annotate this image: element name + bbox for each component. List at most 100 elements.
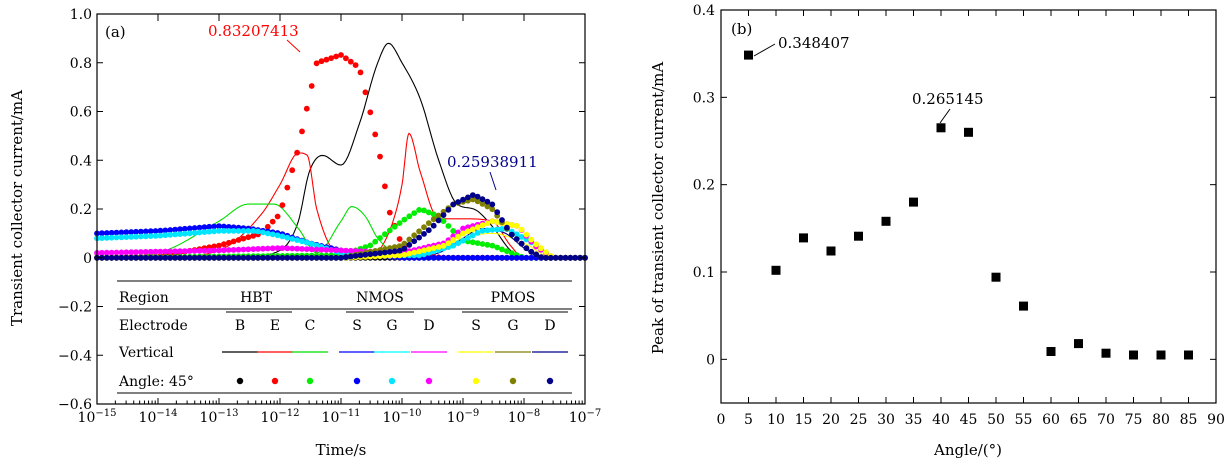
data-point	[299, 128, 305, 135]
data-point	[528, 236, 535, 243]
data-point	[421, 224, 427, 231]
data-point	[269, 245, 276, 252]
data-point	[494, 254, 501, 261]
data-point	[118, 249, 125, 256]
data-point	[396, 247, 403, 254]
data-point	[489, 206, 496, 213]
data-point	[440, 212, 447, 219]
chart-a-panel-label: (a)	[105, 23, 126, 41]
data-point	[430, 216, 437, 223]
data-point	[421, 231, 427, 237]
data-point	[123, 249, 130, 256]
legend-dot-swatch	[546, 377, 554, 385]
y-tick-label: 0.8	[70, 56, 92, 72]
x-tick-label: 45	[960, 412, 978, 428]
data-point	[1129, 350, 1138, 360]
data-point	[469, 196, 476, 203]
data-point	[523, 231, 530, 238]
data-point	[230, 238, 237, 245]
legend-group-nmos: NMOS	[356, 290, 404, 306]
data-point	[133, 254, 139, 261]
data-point	[528, 248, 535, 255]
data-point	[172, 248, 179, 255]
data-point	[211, 254, 218, 261]
legend-row-vertical-label: Vertical	[118, 345, 174, 361]
data-point	[494, 226, 501, 233]
data-point	[103, 235, 110, 241]
data-point	[338, 247, 344, 254]
data-point	[103, 230, 110, 236]
x-tick-label: 15	[795, 412, 813, 428]
chart-a-x-ticks: 10−15 10−14 10−13 10−12 10−11 10−10 10−9 10−8 10…	[78, 14, 601, 426]
data-point	[465, 228, 471, 235]
data-point	[411, 232, 418, 239]
data-point	[235, 237, 242, 243]
legend-electrode-hbt-b: B	[235, 318, 245, 334]
data-point	[172, 254, 179, 261]
data-point	[377, 235, 383, 241]
data-point	[108, 249, 115, 256]
data-point	[391, 252, 398, 259]
data-point	[826, 246, 836, 256]
data-point	[172, 226, 179, 233]
data-point	[303, 239, 310, 246]
data-point	[230, 228, 237, 234]
data-point	[99, 235, 105, 242]
data-point	[318, 58, 325, 65]
x-tick-label: 50	[987, 412, 1005, 428]
data-point	[157, 232, 164, 239]
data-point	[508, 231, 515, 238]
y-tick-label: 0.4	[693, 3, 715, 19]
data-point	[152, 228, 159, 234]
data-point	[269, 231, 276, 238]
data-point	[455, 229, 461, 236]
data-point	[328, 55, 335, 61]
data-point	[113, 229, 120, 236]
data-point	[284, 245, 291, 252]
data-point	[196, 224, 203, 231]
data-point	[469, 239, 476, 246]
data-point	[479, 227, 486, 234]
data-point	[504, 248, 510, 255]
data-point	[1074, 339, 1083, 349]
data-point	[513, 231, 520, 238]
data-point	[284, 184, 291, 191]
x-tick-label: 80	[1152, 412, 1170, 428]
data-point	[177, 231, 183, 238]
data-point	[274, 213, 281, 220]
data-point	[225, 239, 232, 246]
data-point	[279, 233, 286, 240]
data-point	[479, 254, 486, 261]
series-dots-pmos-d	[94, 192, 588, 261]
data-point	[196, 254, 203, 261]
data-point	[118, 254, 125, 261]
data-point	[128, 229, 135, 235]
data-point	[240, 235, 247, 242]
data-point	[552, 254, 559, 261]
chart-b-annotation-max-leader	[753, 43, 776, 57]
data-point	[308, 246, 315, 253]
data-point	[372, 250, 379, 257]
data-point	[479, 222, 486, 229]
data-point	[225, 247, 232, 253]
chart-b-frame	[720, 9, 1217, 404]
data-point	[274, 232, 281, 239]
data-point	[499, 226, 505, 232]
data-point	[191, 248, 198, 254]
data-point	[377, 250, 383, 256]
data-point	[450, 201, 457, 208]
data-point	[489, 242, 496, 249]
data-point	[377, 153, 383, 160]
data-point	[123, 254, 130, 261]
data-point	[303, 246, 310, 253]
chart-b-points	[744, 50, 1193, 360]
data-point	[372, 131, 379, 138]
legend-electrode-nmos-d: D	[423, 318, 434, 334]
data-point	[240, 246, 247, 253]
data-point	[455, 233, 461, 240]
data-point	[440, 254, 447, 261]
data-point	[201, 224, 208, 231]
data-point	[221, 228, 227, 234]
data-point	[211, 223, 218, 230]
data-point	[430, 211, 437, 218]
